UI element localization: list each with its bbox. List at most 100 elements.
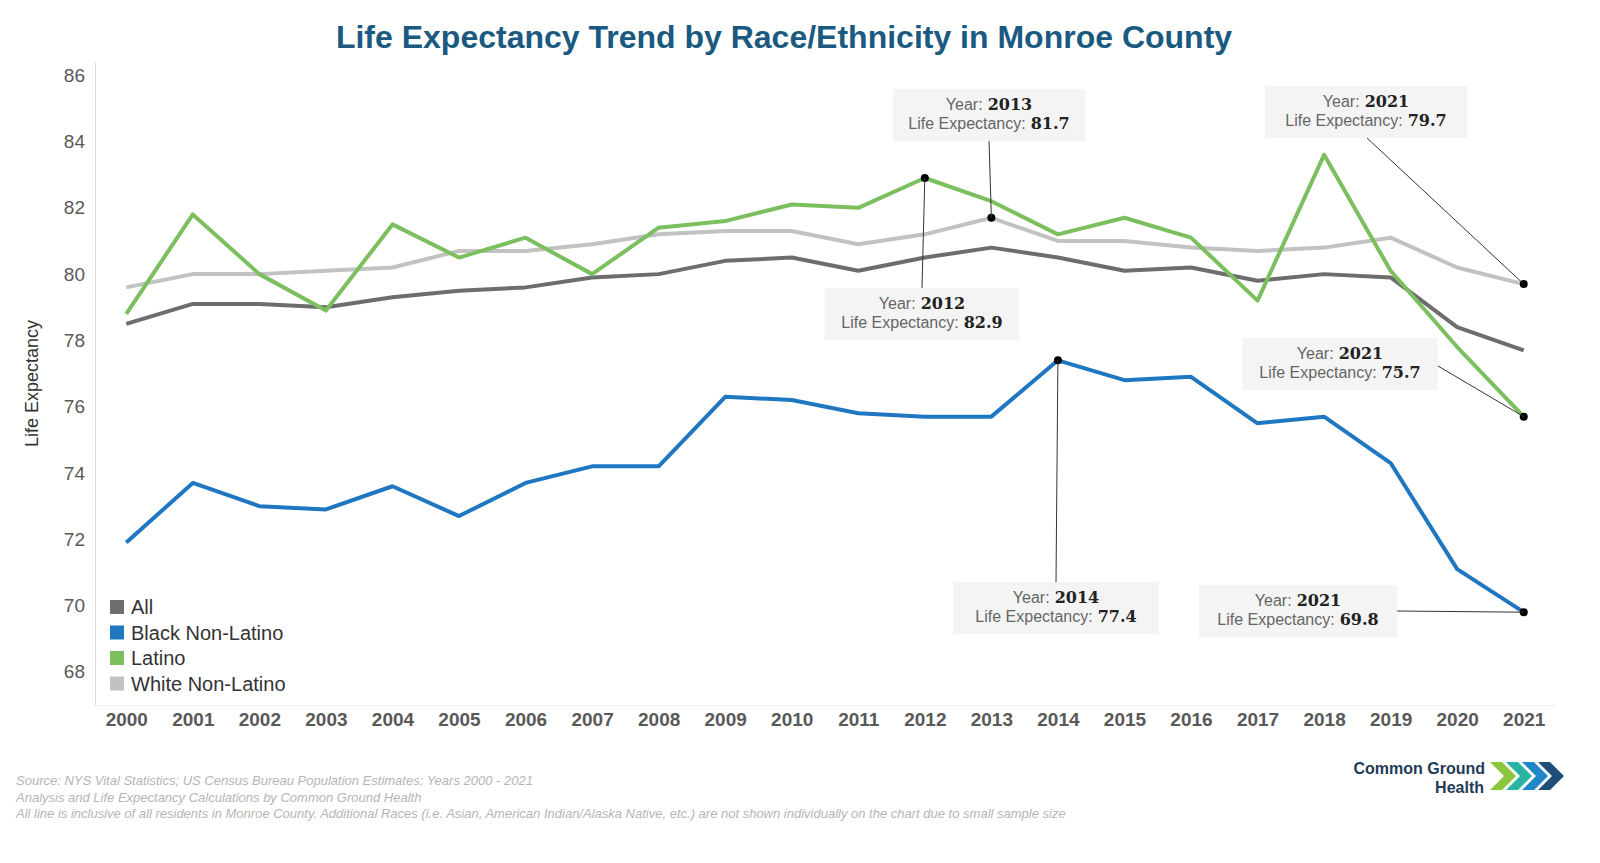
x-tick-label: 2018 — [1303, 709, 1345, 730]
x-axis: 2000200120022003200420052006200720082009… — [96, 705, 1556, 730]
annotation-value-label: Life Expectancy: — [1285, 112, 1402, 129]
y-tick: 80 — [64, 264, 95, 285]
x-tick-label: 2003 — [305, 709, 347, 730]
annotation-year-value: 2021 — [1297, 591, 1342, 610]
legend-item: All — [110, 596, 153, 618]
x-tick-label: 2020 — [1437, 709, 1479, 730]
y-tick-label: 82 — [64, 197, 85, 218]
y-tick: 68 — [64, 661, 95, 682]
y-tick: 86 — [64, 65, 95, 86]
annotation-value: Life Expectancy: 79.7 — [1285, 111, 1446, 130]
footnote: All line is inclusive of all residents i… — [15, 806, 1066, 821]
annotation-year-label: Year: — [1255, 592, 1292, 609]
x-tick: 2000 — [106, 705, 148, 730]
x-tick: 2010 — [771, 705, 813, 730]
y-axis-line — [95, 63, 96, 706]
annotation-box — [1242, 338, 1438, 390]
x-tick: 2019 — [1370, 705, 1412, 730]
annotation-year-value: 2021 — [1339, 344, 1384, 363]
annotation-value: Life Expectancy:81.7 — [908, 114, 1069, 133]
y-tick: 76 — [64, 396, 95, 417]
legend-swatch — [110, 677, 124, 691]
annotation-leader — [1366, 137, 1524, 284]
annotation-year-value: 2013 — [988, 95, 1033, 114]
footnote: Analysis and Life Expectancy Calculation… — [15, 790, 421, 805]
footnote: Source: NYS Vital Statistics; US Census … — [16, 773, 533, 788]
annotation-year-value: 2014 — [1055, 588, 1100, 607]
y-tick-label: 68 — [64, 661, 85, 682]
x-tick: 2002 — [239, 705, 281, 730]
x-tick: 2018 — [1303, 705, 1345, 730]
annotation-value-number: 79.7 — [1408, 111, 1447, 130]
x-tick: 2017 — [1237, 705, 1279, 730]
x-tick: 2001 — [172, 705, 215, 730]
x-tick-label: 2021 — [1503, 709, 1546, 730]
y-tick-label: 74 — [64, 463, 86, 484]
y-tick: 84 — [64, 131, 95, 152]
annotation-value-number: 82.9 — [964, 313, 1003, 332]
annotation-value-number: 69.8 — [1340, 610, 1379, 629]
y-tick-label: 70 — [64, 595, 85, 616]
annotation-value: Life Expectancy:82.9 — [841, 313, 1002, 332]
annotation-year-value: 2012 — [921, 294, 966, 313]
legend-swatch — [110, 600, 124, 614]
logo: Common GroundHealth — [1353, 760, 1564, 796]
annotation-year: Year:2013 — [946, 95, 1032, 114]
y-tick-label: 76 — [64, 396, 85, 417]
x-tick-label: 2000 — [106, 709, 148, 730]
x-tick-label: 2014 — [1037, 709, 1080, 730]
annotation-year: Year:2012 — [879, 294, 965, 313]
annotation-box — [1265, 86, 1467, 138]
x-tick-label: 2005 — [438, 709, 481, 730]
y-tick: 70 — [64, 595, 95, 616]
annotation-year-label: Year: — [1323, 93, 1360, 110]
x-tick: 2016 — [1170, 705, 1212, 730]
y-tick: 82 — [64, 197, 95, 218]
x-axis-line — [96, 705, 1556, 706]
x-tick-label: 2013 — [971, 709, 1013, 730]
logo-chevron — [1538, 762, 1564, 790]
annotation-box — [954, 582, 1159, 634]
x-tick-label: 2002 — [239, 709, 281, 730]
x-tick: 2003 — [305, 705, 347, 730]
legend-swatch — [110, 626, 124, 640]
x-tick: 2005 — [438, 705, 481, 730]
x-tick: 2014 — [1037, 705, 1080, 730]
annotations: Year:2013Life Expectancy:81.7Year:2012Li… — [825, 86, 1524, 637]
annotation-value: Life Expectancy:77.4 — [975, 607, 1136, 626]
annotation-year: Year:2021 — [1323, 92, 1409, 111]
plot-area — [126, 155, 1527, 616]
y-tick-label: 80 — [64, 264, 85, 285]
legend-label: All — [131, 596, 153, 618]
logo-text: Health — [1435, 779, 1484, 796]
y-axis: 68 70 72 74 76 78 80 82 84 86 — [64, 63, 96, 706]
annotation-value-number: 81.7 — [1031, 114, 1070, 133]
x-tick: 2007 — [571, 705, 613, 730]
y-tick: 78 — [64, 330, 95, 351]
annotation-year: Year:2021 — [1297, 344, 1383, 363]
legend-swatch — [110, 651, 124, 665]
annotation-value-label: Life Expectancy: — [1217, 611, 1334, 628]
x-tick: 2020 — [1437, 705, 1479, 730]
chart: Life Expectancy Trend by Race/Ethnicity … — [0, 0, 1600, 863]
x-tick: 2012 — [904, 705, 946, 730]
x-tick-label: 2007 — [571, 709, 613, 730]
annotation-leader — [1438, 366, 1524, 417]
legend: AllBlack Non-LatinoLatinoWhite Non-Latin… — [110, 596, 286, 695]
x-tick-label: 2006 — [505, 709, 547, 730]
y-tick-label: 72 — [64, 529, 85, 550]
x-tick: 2008 — [638, 705, 680, 730]
x-tick-label: 2016 — [1170, 709, 1212, 730]
x-tick-label: 2009 — [705, 709, 747, 730]
legend-item: Latino — [110, 647, 186, 669]
annotation-value-label: Life Expectancy: — [1259, 364, 1376, 381]
y-tick: 72 — [64, 529, 95, 550]
y-axis-title: Life Expectancy — [22, 320, 42, 447]
x-tick: 2011 — [838, 705, 880, 730]
annotation-leader — [1397, 611, 1524, 612]
annotation-value-number: 77.4 — [1098, 607, 1137, 626]
annotation-year: Year: 2021 — [1255, 591, 1341, 610]
annotation-leader — [989, 140, 991, 218]
legend-label: White Non-Latino — [131, 673, 286, 695]
x-tick: 2021 — [1503, 705, 1546, 730]
